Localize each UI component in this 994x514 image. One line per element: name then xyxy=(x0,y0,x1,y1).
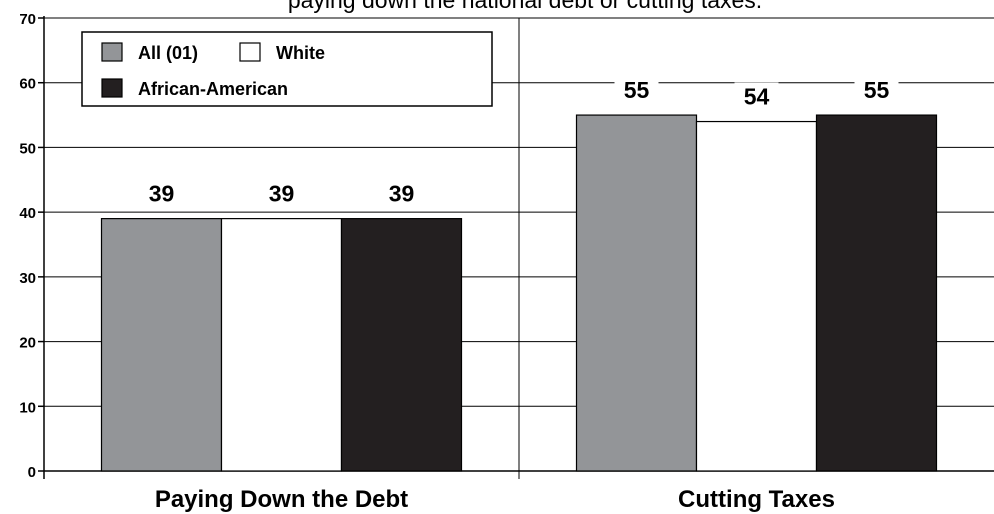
legend-swatch xyxy=(239,42,261,62)
bar xyxy=(100,218,223,472)
y-tick-label: 20 xyxy=(19,335,36,352)
y-tick-label: 60 xyxy=(19,76,36,93)
category-label: Cutting Taxes xyxy=(678,486,835,513)
data-label: 54 xyxy=(744,84,770,110)
legend-label: All (01) xyxy=(138,43,198,63)
data-label-background xyxy=(259,179,304,208)
data-label-background xyxy=(379,179,424,208)
bar xyxy=(575,114,698,472)
legend-swatch xyxy=(101,42,123,62)
y-tick-label: 10 xyxy=(19,399,36,416)
bars xyxy=(100,114,938,472)
data-label-background xyxy=(734,82,779,111)
data-label-background xyxy=(139,179,184,208)
bar xyxy=(340,218,463,472)
data-label: 39 xyxy=(389,181,415,207)
legend-box xyxy=(81,31,493,107)
y-tick-label: 0 xyxy=(28,464,36,481)
data-label: 39 xyxy=(269,181,295,207)
y-tick-label: 50 xyxy=(19,140,36,157)
bar xyxy=(815,114,938,472)
data-labels: 39 39 39 55 54 55 xyxy=(139,76,899,208)
category-label: Paying Down the Debt xyxy=(155,486,408,513)
bar xyxy=(220,218,343,472)
y-tick-label: 30 xyxy=(19,270,36,287)
y-tick-label: 70 xyxy=(19,11,36,28)
y-axis-ticks: 0 10 20 30 40 50 60 70 xyxy=(19,11,44,481)
bar xyxy=(695,120,818,472)
legend: All (01) White African-American xyxy=(81,31,493,107)
data-label-background xyxy=(854,76,899,105)
data-label: 55 xyxy=(864,77,890,103)
data-label: 55 xyxy=(624,77,650,103)
legend-swatch xyxy=(101,78,123,98)
chart-title: paying down the national debt or cutting… xyxy=(288,0,762,13)
y-tick-label: 40 xyxy=(19,205,36,222)
legend-label: White xyxy=(276,43,325,63)
data-label: 39 xyxy=(149,181,175,207)
category-labels: Paying Down the Debt Cutting Taxes xyxy=(155,486,835,513)
data-label-background xyxy=(614,76,659,105)
legend-label: African-American xyxy=(138,79,288,99)
